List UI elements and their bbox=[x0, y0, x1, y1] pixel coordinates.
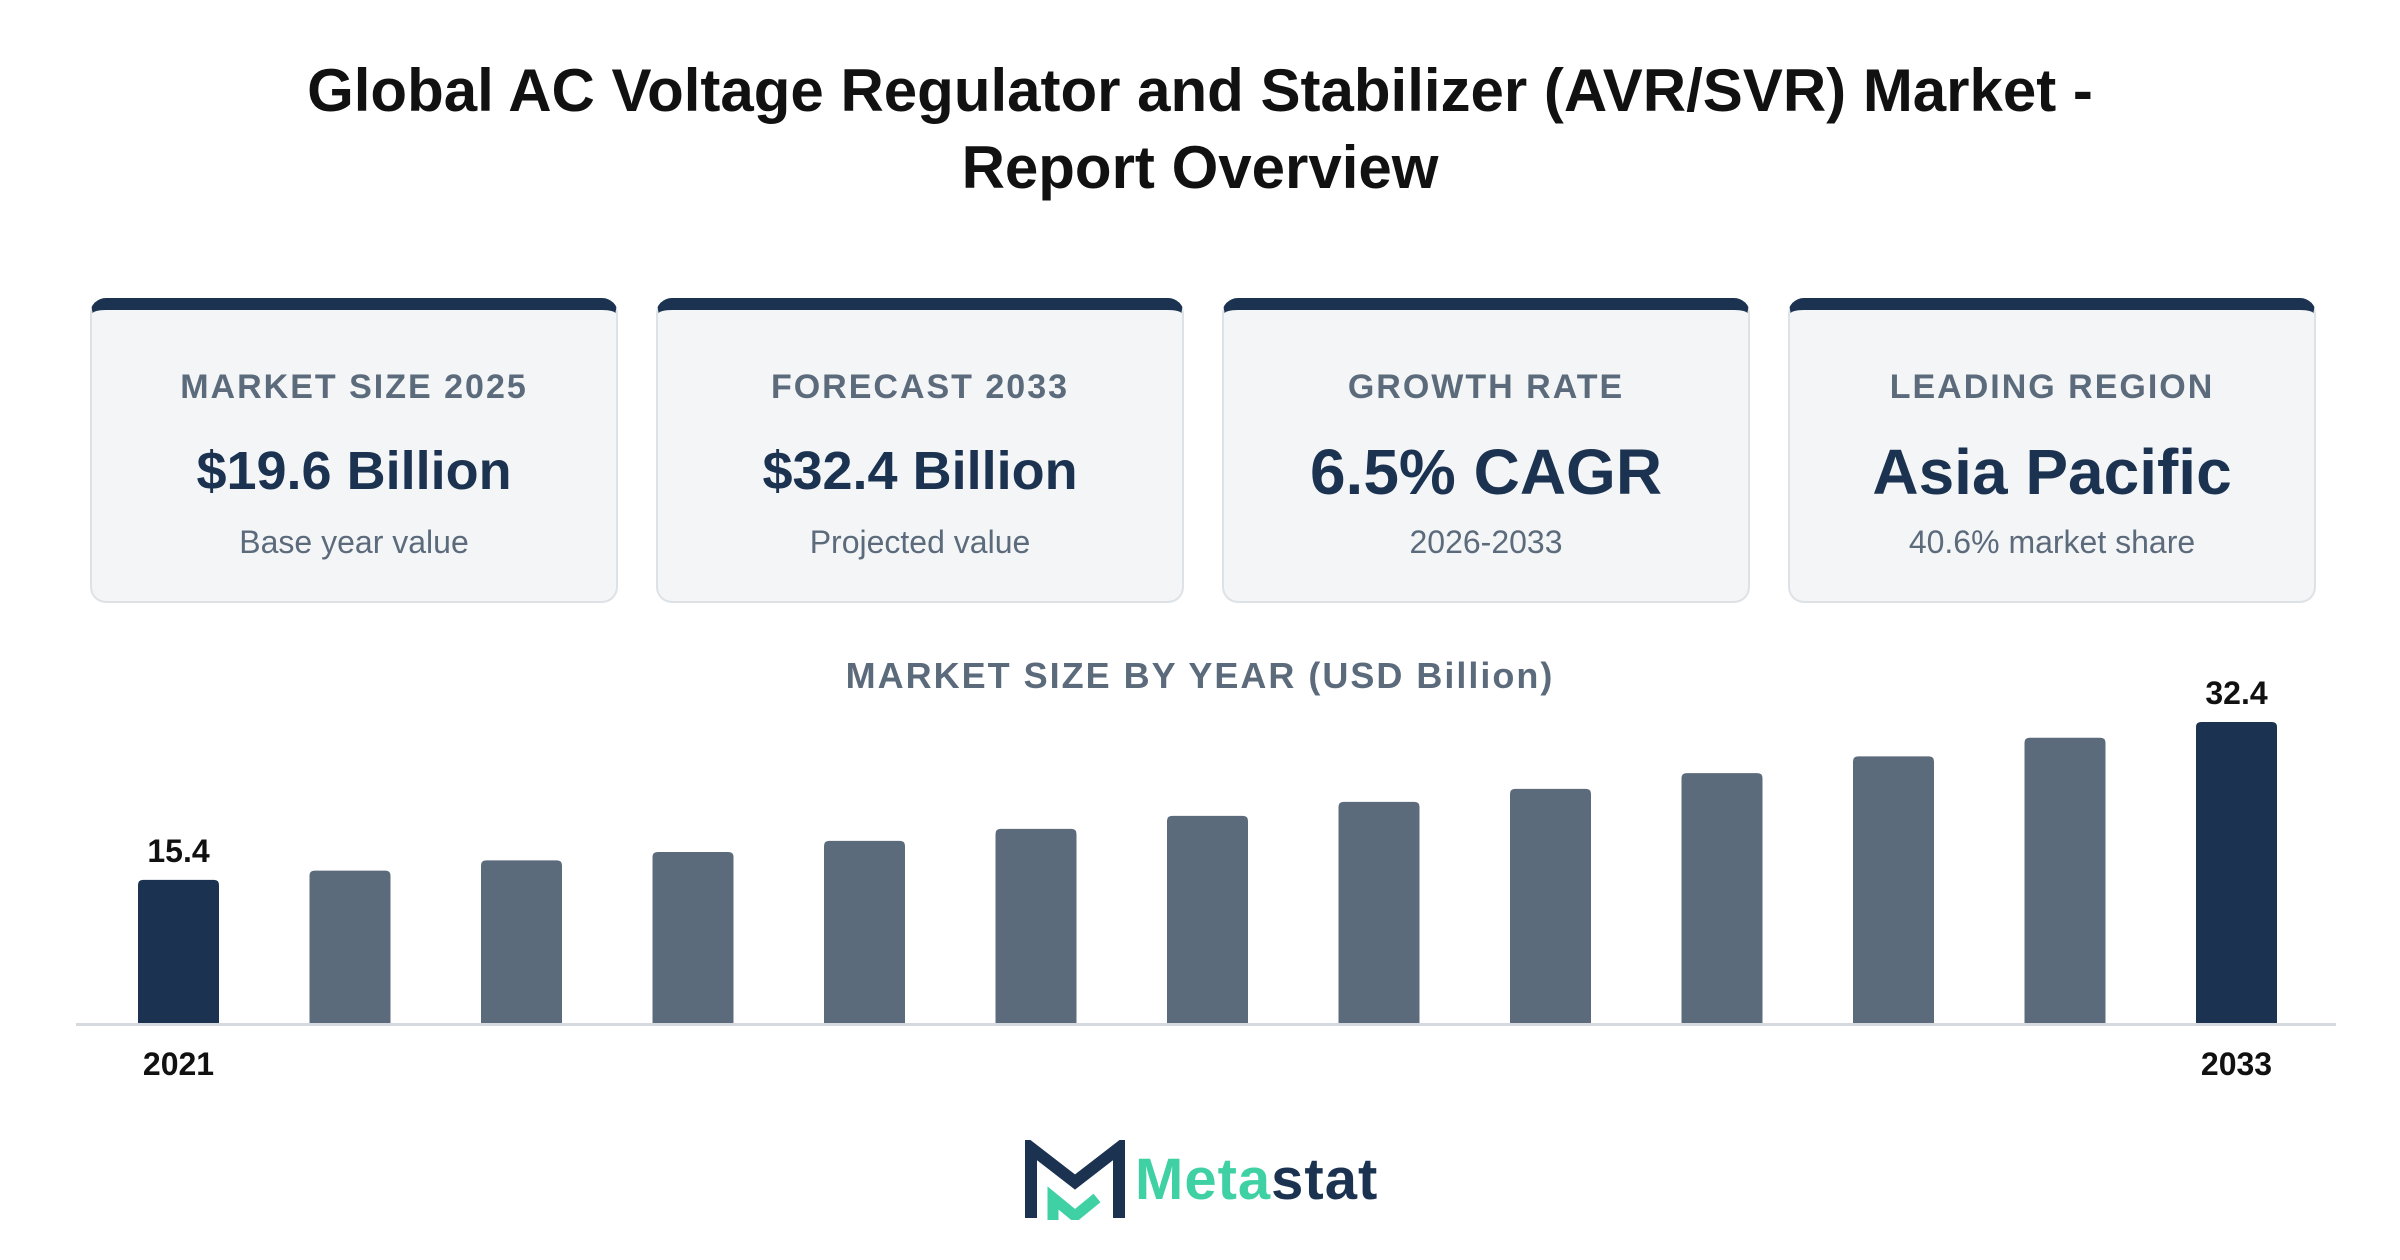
card-value: $19.6 Billion bbox=[196, 441, 512, 501]
bar-2031 bbox=[1853, 756, 1934, 1023]
bar-2027 bbox=[1167, 815, 1248, 1023]
bar-chart: 15.4 2021 32.4 2033 bbox=[76, 675, 2336, 1082]
bar-2023 bbox=[481, 860, 562, 1023]
card-value: $32.4 Billion bbox=[762, 441, 1078, 501]
card-subtext: 40.6% market share bbox=[1908, 524, 2196, 560]
logo-mark-icon bbox=[1025, 1140, 1125, 1220]
card-forecast: FORECAST 2033 $32.4 Billion Projected va… bbox=[656, 298, 1184, 603]
card-subtext: Base year value bbox=[239, 524, 469, 560]
bar-2022 bbox=[309, 870, 391, 1023]
metastat-logo: Metastat bbox=[1025, 1140, 1405, 1220]
bar-2026 bbox=[995, 828, 1077, 1023]
bar-2030 bbox=[1681, 773, 1763, 1023]
logo-text-meta: Meta bbox=[1135, 1147, 1272, 1212]
card-label: GROWTH RATE bbox=[1347, 368, 1625, 406]
bar-2033 bbox=[2196, 722, 2277, 1023]
stat-cards: MARKET SIZE 2025 $19.6 Billion Base year… bbox=[90, 298, 2316, 603]
bar-2028 bbox=[1338, 801, 1420, 1023]
bar-2024 bbox=[652, 852, 734, 1023]
card-growth-rate: GROWTH RATE 6.5% CAGR 2026-2033 bbox=[1222, 298, 1750, 603]
card-subtext: Projected value bbox=[809, 524, 1031, 560]
page-title: Global AC Voltage Regulator and Stabiliz… bbox=[200, 52, 2200, 206]
card-subtext: 2026-2033 bbox=[1409, 524, 1563, 560]
logo-text-stat: stat bbox=[1271, 1147, 1379, 1212]
logo-wordmark: Metastat bbox=[1135, 1146, 1378, 1213]
bar-2025 bbox=[824, 840, 905, 1023]
data-label-2021: 15.4 bbox=[147, 833, 209, 869]
card-label: MARKET SIZE 2025 bbox=[180, 368, 528, 406]
x-tick-label-2033: 2033 bbox=[2201, 1046, 2272, 1082]
bar-2032 bbox=[2024, 737, 2106, 1023]
data-label-2033: 32.4 bbox=[2205, 675, 2267, 711]
card-value: Asia Pacific bbox=[1872, 436, 2232, 508]
card-label: LEADING REGION bbox=[1889, 368, 2215, 406]
page-title-line1: Global AC Voltage Regulator and Stabiliz… bbox=[307, 57, 2093, 124]
card-label: FORECAST 2033 bbox=[770, 368, 1070, 406]
card-leading-region: LEADING REGION Asia Pacific 40.6% market… bbox=[1788, 298, 2316, 603]
page-title-line2: Report Overview bbox=[961, 134, 1439, 201]
x-tick-label-2021: 2021 bbox=[143, 1046, 214, 1082]
card-market-size: MARKET SIZE 2025 $19.6 Billion Base year… bbox=[90, 298, 618, 603]
bar-2021 bbox=[138, 879, 219, 1023]
chart-title: MARKET SIZE BY YEAR (USD Billion) bbox=[845, 655, 1555, 696]
bar-2029 bbox=[1510, 788, 1591, 1023]
card-value: 6.5% CAGR bbox=[1309, 436, 1663, 508]
